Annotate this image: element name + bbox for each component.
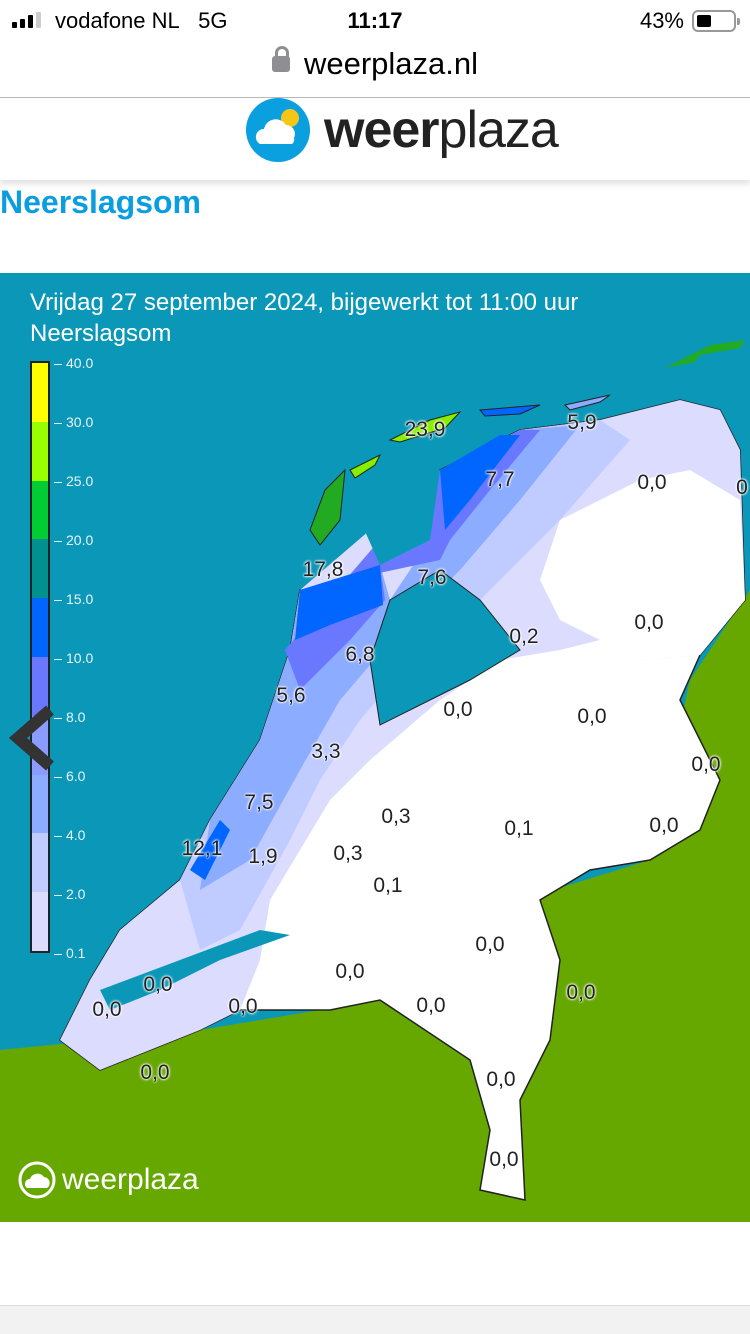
legend-swatch [32, 480, 48, 540]
legend-swatch [32, 833, 48, 893]
legend-swatch [32, 774, 48, 834]
legend-tick-label: 8.0 [54, 709, 85, 725]
legend-swatch [32, 421, 48, 481]
watermark-logo: weerplaza [18, 1161, 199, 1199]
precipitation-value: 0,0 [566, 981, 596, 1004]
precipitation-value: 23,9 [404, 418, 446, 441]
precipitation-value: 0,1 [373, 874, 403, 897]
battery-icon [692, 10, 740, 32]
carrier: vodafone NL 5G [55, 8, 228, 33]
precipitation-value: 0,0 [443, 698, 473, 721]
precipitation-value: 0,0 [416, 994, 446, 1017]
precipitation-value: 0,3 [381, 805, 411, 828]
precipitation-value: 0,0 [489, 1148, 519, 1171]
precipitation-value: 0,0 [228, 995, 258, 1018]
logo-text-light: plaza [438, 101, 559, 159]
legend-tick-label: 2.0 [54, 886, 85, 902]
legend-tick-label: 0.1 [54, 945, 85, 961]
legend-tick-label: 25.0 [54, 473, 93, 489]
legend-tick-label: 4.0 [54, 827, 85, 843]
land-neighbours [0, 590, 750, 1222]
map-graphic [0, 340, 750, 1222]
lock-icon [271, 46, 290, 72]
status-bar: vodafone NL 5G 11:17 43% [0, 0, 750, 44]
legend-swatch [32, 363, 48, 422]
zeeland-water [100, 930, 290, 1010]
precipitation-value: 0,0 [634, 611, 664, 634]
precipitation-value: 12,1 [181, 837, 223, 860]
precipitation-value: 17,8 [302, 558, 344, 581]
vlieland [349, 453, 382, 479]
watermark-text: weerplaza [62, 1163, 199, 1196]
site-logo[interactable]: weerplaza [246, 98, 559, 162]
precipitation-value: 5,9 [567, 411, 597, 434]
precipitation-value: 0,0 [140, 1061, 170, 1084]
legend-swatch [32, 598, 48, 657]
precipitation-value: 1,9 [248, 845, 278, 868]
legend-tick-label: 20.0 [54, 532, 93, 548]
german-islands [660, 340, 745, 368]
legend-swatch [32, 656, 48, 716]
precipitation-value: 7,6 [417, 566, 447, 589]
precipitation-map: Vrijdag 27 september 2024, bijgewerkt to… [0, 273, 750, 1222]
precipitation-value: 0,0 [577, 705, 607, 728]
precipitation-value: 0,3 [333, 842, 363, 865]
logo-text-bold: weer [324, 101, 440, 159]
map-title-date: Vrijdag 27 september 2024, bijgewerkt to… [30, 289, 579, 316]
legend-tick-label: 6.0 [54, 768, 85, 784]
legend-swatch [32, 892, 48, 951]
signal-icon [12, 12, 41, 28]
chevron-left-icon[interactable] [4, 698, 64, 778]
ijsselmeer [369, 569, 521, 726]
legend-tick-label: 40.0 [54, 355, 93, 371]
precipitation-value: 0,0 [335, 960, 365, 983]
precipitation-value: 0,0 [92, 998, 122, 1021]
precipitation-value: 7,7 [485, 468, 515, 491]
clock: 11:17 [347, 8, 403, 33]
precipitation-value: 0,0 [637, 471, 667, 494]
legend-swatch [32, 539, 48, 599]
page-title: Neerslagsom [0, 184, 201, 220]
legend-tick-label: 15.0 [54, 591, 93, 607]
precipitation-value: 0,0 [691, 753, 721, 776]
texel [309, 468, 346, 546]
precipitation-value: 5,6 [276, 684, 306, 707]
bottom-bar [0, 1305, 750, 1334]
legend-colorbar [30, 361, 50, 953]
precipitation-value: 0,0 [649, 814, 679, 837]
cloud-sun-icon [246, 98, 310, 162]
terschelling [388, 411, 462, 443]
precipitation-value: 0,0 [486, 1068, 516, 1091]
precipitation-value: 0,0 [143, 973, 173, 996]
precipitation-value: 3,3 [311, 740, 341, 763]
precipitation-value: 0,0 [475, 933, 505, 956]
site-header: weerplaza [0, 98, 750, 180]
precipitation-value: 7,5 [244, 791, 274, 814]
map-title: Vrijdag 27 september 2024, bijgewerkt to… [30, 287, 578, 349]
legend-tick-label: 10.0 [54, 650, 93, 666]
url-text: weerplaza.nl [303, 46, 479, 81]
legend-tick-label: 30.0 [54, 414, 93, 430]
ameland [479, 404, 541, 417]
precipitation-value: 0,1 [504, 817, 534, 840]
precipitation-value: 0,2 [509, 625, 539, 648]
battery-percent: 43% [639, 8, 684, 33]
precipitation-value: 6,8 [345, 643, 375, 666]
schiermonnikoog [564, 394, 611, 411]
map-title-type: Neerslagsom [30, 320, 172, 347]
waddenzee [360, 470, 440, 565]
cloud-icon [18, 1161, 56, 1199]
address-bar[interactable]: weerplaza.nl [0, 44, 750, 98]
precipitation-value: 0 [736, 476, 748, 499]
